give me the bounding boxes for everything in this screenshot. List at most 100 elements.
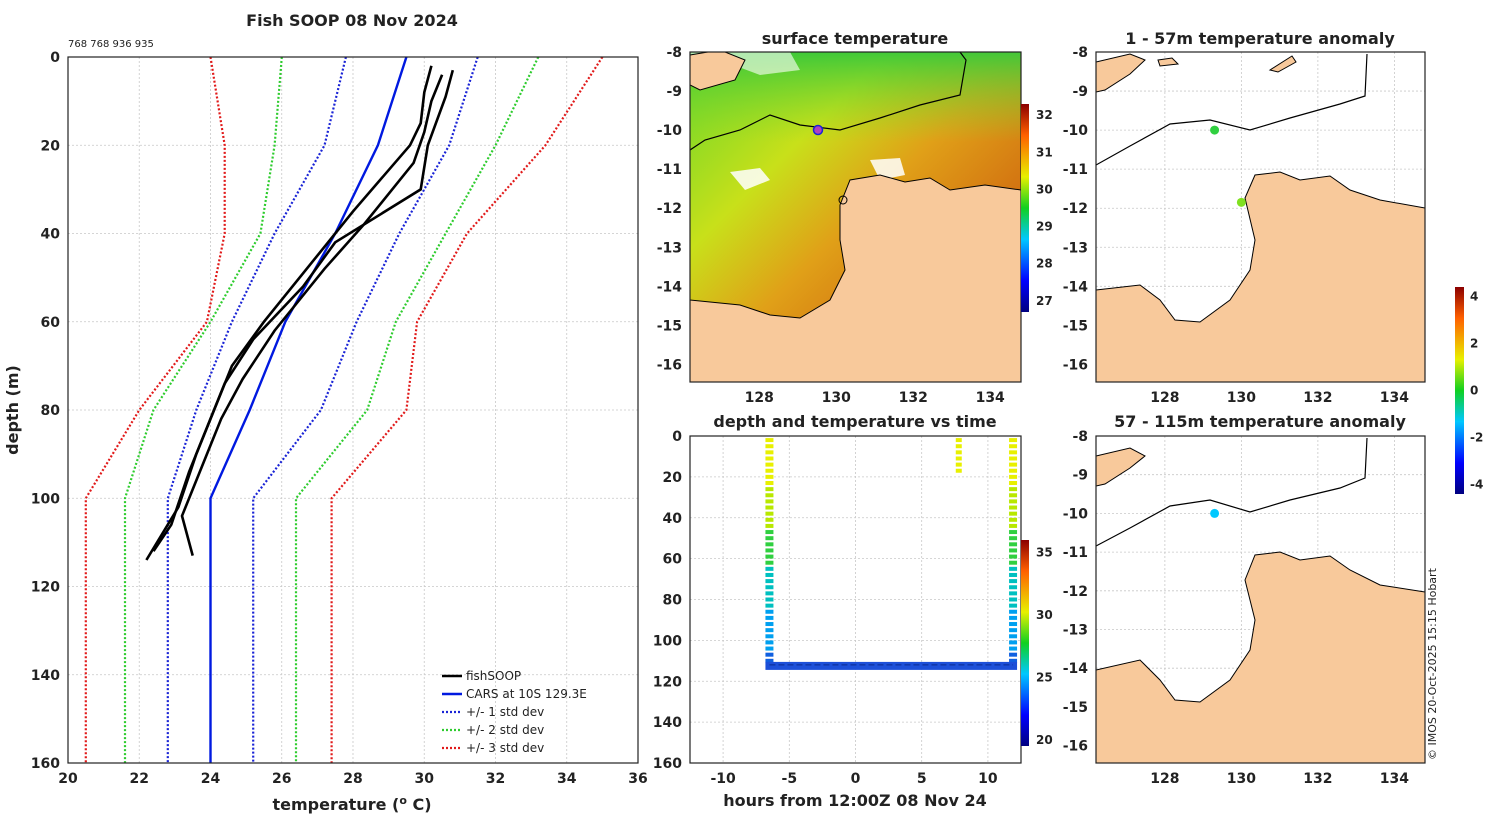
- fish-profile-line: [180, 74, 444, 556]
- profile-xtick-label: 26: [272, 771, 291, 787]
- depth-time-sample: [765, 511, 774, 516]
- depth-time-sample: [765, 579, 774, 584]
- depth-time-sample: [765, 554, 774, 559]
- depth-time-sample: [1009, 474, 1018, 479]
- depth-time-sample: [765, 462, 774, 467]
- sst-colorbar-label: 28: [1036, 257, 1053, 271]
- depth-time-bottom-band: [765, 661, 1018, 670]
- depth-time-sample: [765, 456, 774, 461]
- depth-time-sample: [1009, 628, 1018, 633]
- depth-time-sample: [1009, 622, 1018, 627]
- depth-time-sample: [1009, 579, 1018, 584]
- depth-time-sample: [1009, 615, 1018, 620]
- sst-station-marker: [838, 195, 848, 205]
- map-ytick-label: -11: [1063, 545, 1088, 561]
- depth-time-sample: [765, 597, 774, 602]
- depth-time-colorbar-label: 20: [1036, 733, 1053, 747]
- profile-series--3-std-dev: [84, 56, 226, 763]
- map-ytick-label: -8: [666, 45, 682, 61]
- depth-time-xtick-label: 10: [978, 771, 998, 787]
- depth-time-sample: [765, 536, 774, 541]
- sst-colorbar-label: 31: [1036, 145, 1053, 159]
- depth-time-sample: [1009, 499, 1018, 504]
- profile-ytick-label: 120: [31, 580, 60, 596]
- anomaly-colorbar-label: -2: [1470, 431, 1483, 445]
- anom2-land-australia: [1096, 551, 1425, 763]
- map-ytick-label: -15: [657, 318, 682, 334]
- anomaly-57-115m-panel: 57 - 115m temperature anomaly 128 130 132 1…: [1063, 287, 1483, 787]
- anom2-contour-line: [1096, 437, 1368, 547]
- sst-colorbar-label: 29: [1036, 220, 1053, 234]
- depth-time-sample: [765, 548, 774, 553]
- profile-ytick-label: 160: [31, 756, 60, 772]
- map-ytick-label: -8: [1072, 429, 1088, 445]
- anom2-land-timor: [1096, 447, 1146, 487]
- depth-time-sample: [765, 474, 774, 479]
- map-ytick-label: -10: [1063, 123, 1089, 139]
- profile-xtick-label: 34: [557, 771, 577, 787]
- map-xtick-label: 132: [899, 390, 928, 406]
- map-xtick-label: 134: [1380, 390, 1409, 406]
- map-ytick-label: -13: [1063, 622, 1088, 638]
- profile-ytick-label: 20: [41, 138, 61, 154]
- depth-time-sample: [1009, 462, 1018, 467]
- depth-time-sample: [1009, 523, 1018, 528]
- sst-title: surface temperature: [762, 29, 949, 48]
- depth-time-sample: [765, 634, 774, 639]
- depth-time-sample: [765, 438, 774, 443]
- anomaly-colorbar-label: -4: [1470, 478, 1483, 492]
- anom1-land-island: [1268, 55, 1297, 73]
- map-ytick-label: -15: [1063, 700, 1088, 716]
- profile-xtick-label: 36: [628, 771, 647, 787]
- profile-series--2-std-dev: [123, 56, 283, 763]
- depth-time-sample: [765, 499, 774, 504]
- depth-time-ytick-label: 40: [663, 511, 683, 527]
- depth-time-sample: [1009, 560, 1018, 565]
- map-xtick-label: 132: [1303, 390, 1332, 406]
- depth-time-sample: [765, 517, 774, 522]
- profile-ytick-label: 0: [50, 50, 60, 66]
- depth-time-sample: [1009, 530, 1018, 535]
- depth-time-sample: [765, 572, 774, 577]
- map-ytick-label: -13: [1063, 240, 1088, 256]
- anomaly-point: [1236, 197, 1246, 207]
- legend-label: +/- 3 std dev: [466, 741, 544, 755]
- anom1-land-australia: [1096, 171, 1425, 382]
- depth-time-colorbar-label: 35: [1036, 545, 1053, 559]
- map-ytick-label: -12: [657, 201, 682, 217]
- depth-time-panel: depth and temperature vs time -10 -5 0 5 10 …: [653, 412, 1053, 810]
- depth-time-sample: [765, 609, 774, 614]
- map-xtick-label: 128: [1150, 771, 1179, 787]
- depth-time-sample: [1009, 646, 1018, 651]
- map-xtick-label: 134: [1380, 771, 1409, 787]
- depth-time-colorbar-label: 25: [1036, 670, 1053, 684]
- depth-time-sample: [765, 566, 774, 571]
- depth-time-sample: [1009, 634, 1018, 639]
- anomaly-1-title: 1 - 57m temperature anomaly: [1125, 29, 1395, 48]
- depth-time-title: depth and temperature vs time: [713, 412, 996, 431]
- anomaly-2-title: 57 - 115m temperature anomaly: [1114, 412, 1406, 431]
- depth-time-sample: [765, 505, 774, 510]
- map-xtick-label: 132: [1303, 771, 1332, 787]
- anomaly-1-57m-panel: 1 - 57m temperature anomaly 128 130 132 134…: [1063, 29, 1426, 406]
- map-ytick-label: -12: [1063, 584, 1088, 600]
- depth-time-sample: [955, 462, 962, 467]
- profile-series-cars-at-10s-129-3e: [209, 56, 408, 763]
- sst-colorbar-label: 27: [1036, 294, 1053, 308]
- profile-series--3-std-dev: [330, 56, 604, 763]
- profile-ytick-label: 80: [41, 403, 61, 419]
- depth-time-ytick-label: 100: [653, 633, 682, 649]
- depth-time-sample: [1009, 591, 1018, 596]
- anom1-contour-line: [1096, 53, 1368, 166]
- depth-time-colorbar: [1021, 540, 1029, 746]
- map-ytick-label: -16: [1063, 739, 1088, 755]
- depth-time-sample: [765, 530, 774, 535]
- sst-colorbar-label: 30: [1036, 182, 1053, 196]
- depth-time-sample: [1009, 640, 1018, 645]
- profile-xtick-label: 28: [343, 771, 362, 787]
- anomaly-colorbar: [1455, 287, 1464, 494]
- depth-time-sample: [765, 640, 774, 645]
- sst-land-australia: [690, 174, 1021, 382]
- profile-ytick-label: 60: [41, 315, 61, 331]
- depth-time-sample: [765, 615, 774, 620]
